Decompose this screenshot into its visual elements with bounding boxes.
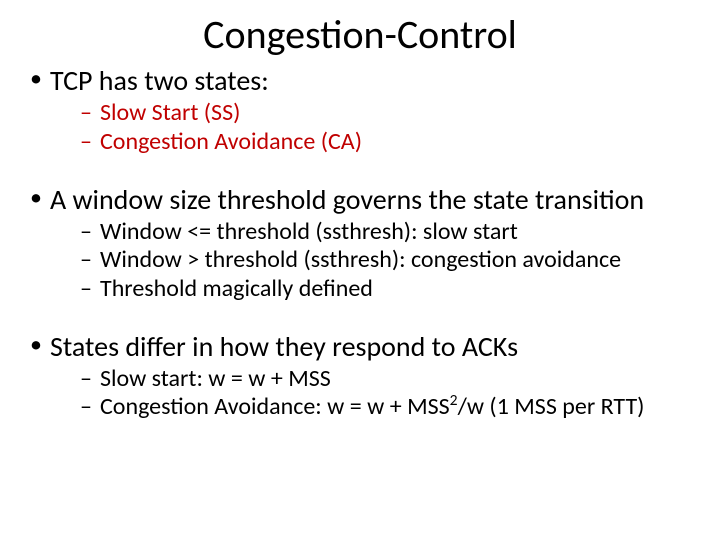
bullet-text: States differ in how they respond to ACK… [50,329,518,364]
sub-bullet-item: Slow start: w = w + MSS [80,365,692,393]
sub-bullet-item: Threshold magically defined [80,275,692,303]
sub-bullet-text: Slow Start (SS) [100,98,240,127]
spacer [28,305,692,329]
bullet-item: States differ in how they respond to ACK… [28,331,692,422]
bullet-item: A window size threshold governs the stat… [28,184,692,303]
sub-bullet-list: Window <= threshold (ssthresh): slow sta… [50,218,692,303]
bullet-text: TCP has two states: [50,63,269,98]
sub-bullet-text: Window <= threshold (ssthresh): slow sta… [100,217,518,246]
sub-bullet-text: Congestion Avoidance (CA) [100,127,362,156]
sub-bullet-text: Congestion Avoidance: w = w + MSS2/w (1 … [100,392,644,421]
sub-bullet-item: Window <= threshold (ssthresh): slow sta… [80,218,692,246]
bullet-list: TCP has two states: Slow Start (SS) Cong… [28,65,692,422]
sub-bullet-item: Congestion Avoidance (CA) [80,128,692,156]
sub-bullet-text: Threshold magically defined [100,274,373,303]
slide: Congestion-Control TCP has two states: S… [0,0,720,540]
sub-bullet-item: Window > threshold (ssthresh): congestio… [80,246,692,274]
sub-bullet-list: Slow Start (SS) Congestion Avoidance (CA… [50,99,692,156]
spacer [28,158,692,182]
sub-bullet-text: Window > threshold (ssthresh): congestio… [100,245,621,274]
sub-bullet-text: Slow start: w = w + MSS [100,364,331,393]
slide-title: Congestion-Control [28,10,692,59]
sub-bullet-item: Slow Start (SS) [80,99,692,127]
sub-bullet-item: Congestion Avoidance: w = w + MSS2/w (1 … [80,393,692,421]
bullet-item: TCP has two states: Slow Start (SS) Cong… [28,65,692,156]
sub-bullet-list: Slow start: w = w + MSS Congestion Avoid… [50,365,692,422]
bullet-text: A window size threshold governs the stat… [50,182,644,217]
